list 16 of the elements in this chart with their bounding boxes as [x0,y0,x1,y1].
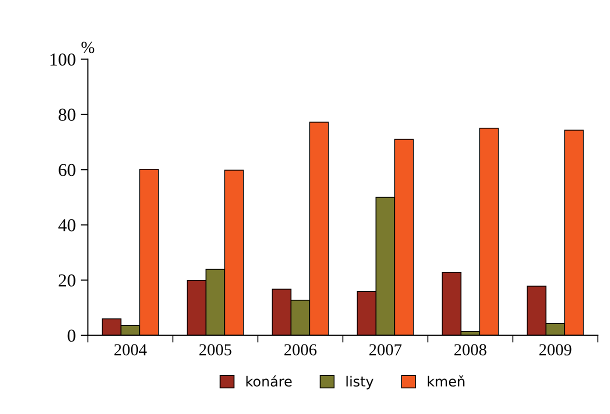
legend-label: listy [346,376,374,390]
y-tick-label: 60 [58,164,76,176]
x-tick-label: 2008 [454,344,486,356]
legend-label: konáre [246,375,292,387]
x-tick-label: 2004 [114,344,147,356]
legend-label: kmeň [428,375,464,387]
x-tick-label: 2009 [539,344,572,356]
x-tick-label: 2005 [199,344,232,356]
y-tick-label: 80 [58,108,76,121]
y-axis-title: % [81,42,94,54]
x-tick-label: 2007 [369,344,402,356]
x-tick-label: 2006 [284,344,316,356]
y-tick-label: 0 [68,330,76,342]
y-tick-label: 20 [58,274,76,287]
y-tick-label: 40 [58,219,76,232]
y-tick-label: 100 [50,53,76,66]
